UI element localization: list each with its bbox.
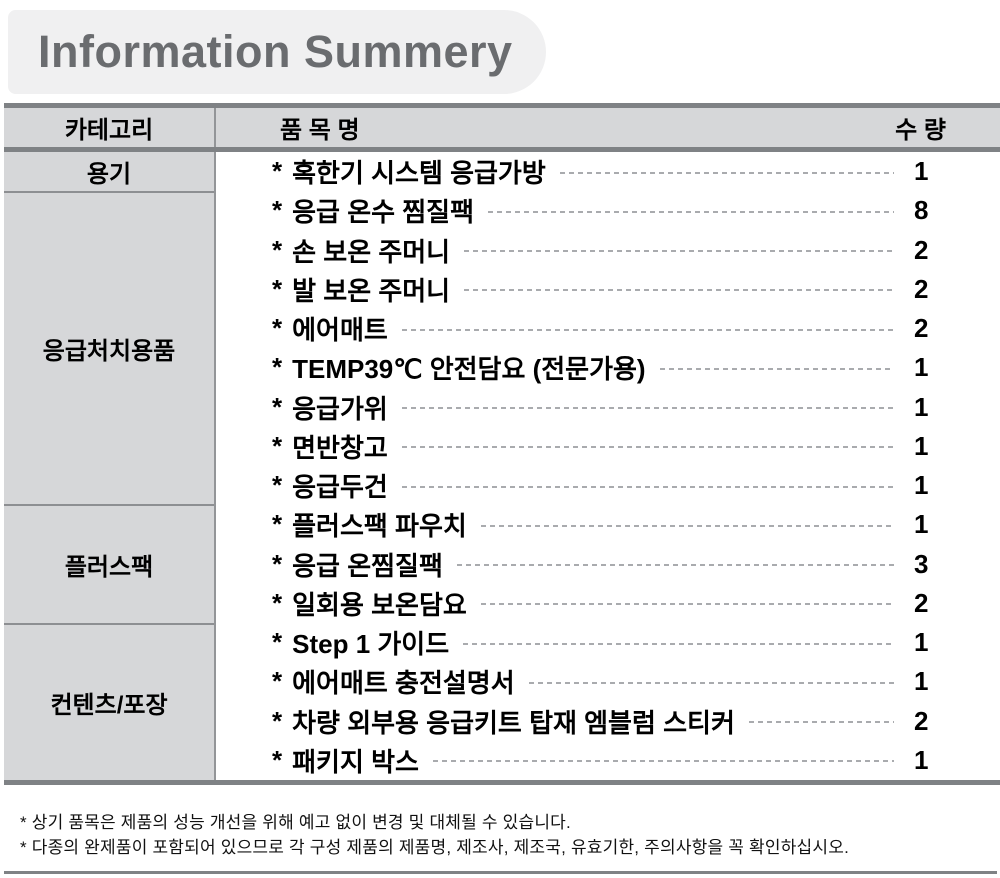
header-item-name: 품 목 명	[280, 117, 360, 144]
dotted-leader	[464, 250, 894, 253]
table-row: * 차량 외부용 응급키트 탑재 엠블럼 스티커 2	[216, 702, 1000, 741]
item-bullet: *	[272, 470, 283, 501]
dotted-leader	[659, 367, 894, 370]
item-bullet: *	[272, 627, 283, 658]
dotted-leader	[528, 681, 894, 684]
category-cell: 컨텐츠/포장	[4, 622, 214, 780]
item-qty: 2	[914, 313, 929, 344]
footnote-line: * 다종의 완제품이 포함되어 있으므로 각 구성 제품의 제품명, 제조사, …	[20, 838, 849, 857]
item-bullet: *	[272, 391, 283, 422]
item-bullet: *	[272, 273, 283, 304]
dotted-leader	[559, 171, 894, 174]
table-row: * TEMP39℃ 안전담요 (전문가용) 1	[216, 348, 1000, 387]
item-name: 차량 외부용 응급키트 탑재 엠블럼 스티커	[292, 707, 735, 738]
item-qty: 1	[914, 430, 929, 461]
item-qty: 2	[914, 705, 929, 736]
item-bullet: *	[272, 430, 283, 461]
table-row: * 혹한기 시스템 응급가방 1	[216, 152, 1000, 191]
item-bullet: *	[272, 587, 283, 618]
item-name: 혹한기 시스템 응급가방	[292, 158, 546, 189]
table-row: * 면반창고 1	[216, 427, 1000, 466]
header-quantity: 수 량	[895, 117, 946, 144]
item-name: 손 보온 주머니	[292, 236, 451, 267]
dotted-leader	[401, 485, 894, 488]
item-bullet: *	[272, 666, 283, 697]
table-row: * 일회용 보온담요 2	[216, 584, 1000, 623]
table-row: * Step 1 가이드 1	[216, 623, 1000, 662]
dotted-leader	[463, 642, 894, 645]
item-qty: 8	[914, 195, 929, 226]
table-row: * 플러스팩 파우치 1	[216, 505, 1000, 544]
item-qty: 1	[914, 509, 929, 540]
item-name: 발 보온 주머니	[292, 275, 451, 306]
item-name: 응급 온수 찜질팩	[292, 197, 475, 228]
item-bullet: *	[272, 744, 283, 775]
item-qty: 1	[914, 352, 929, 383]
item-qty: 1	[914, 744, 929, 775]
dotted-leader	[748, 721, 894, 724]
item-bullet: *	[272, 195, 283, 226]
item-name: 플러스팩 파우치	[292, 511, 467, 542]
item-name: TEMP39℃ 안전담요 (전문가용)	[292, 354, 646, 385]
item-qty: 1	[914, 391, 929, 422]
dotted-leader	[480, 524, 894, 527]
item-qty: 1	[914, 156, 929, 187]
header-category: 카테고리	[4, 108, 216, 147]
item-qty: 2	[914, 587, 929, 618]
table-row: * 응급 온수 찜질팩 8	[216, 191, 1000, 230]
item-qty: 1	[914, 627, 929, 658]
page-title-banner: Information Summery	[8, 10, 546, 94]
item-qty: 2	[914, 234, 929, 265]
table-header-row: 카테고리 품 목 명 수 량	[4, 108, 1000, 152]
footnotes: * 상기 품목은 제품의 성능 개선을 위해 예고 없이 변경 및 대체될 수 …	[4, 798, 997, 874]
dotted-leader	[401, 407, 894, 410]
item-bullet: *	[272, 705, 283, 736]
dotted-leader	[464, 289, 894, 292]
page-title: Information Summery	[38, 26, 513, 77]
dotted-leader	[456, 564, 894, 567]
dotted-leader	[480, 603, 894, 606]
table-row: * 응급가위 1	[216, 388, 1000, 427]
item-name: 에어매트 충전설명서	[292, 668, 515, 699]
table-row: * 손 보온 주머니 2	[216, 231, 1000, 270]
dotted-leader	[488, 210, 894, 213]
item-name: 면반창고	[292, 432, 388, 463]
table-row: * 응급두건 1	[216, 466, 1000, 505]
item-qty: 1	[914, 666, 929, 697]
table-row: * 에어매트 충전설명서 1	[216, 662, 1000, 701]
item-qty: 3	[914, 548, 929, 579]
category-cell: 플러스팩	[4, 503, 214, 623]
item-qty: 1	[914, 470, 929, 501]
item-bullet: *	[272, 313, 283, 344]
header-items: 품 목 명 수 량	[216, 108, 1000, 147]
category-cell: 응급처치용품	[4, 190, 214, 504]
dotted-leader	[401, 328, 894, 331]
table-row: * 응급 온찜질팩 3	[216, 545, 1000, 584]
item-bullet: *	[272, 548, 283, 579]
item-bullet: *	[272, 352, 283, 383]
table-row: * 발 보온 주머니 2	[216, 270, 1000, 309]
item-name: Step 1 가이드	[292, 629, 450, 660]
item-qty: 2	[914, 273, 929, 304]
dotted-leader	[401, 446, 894, 449]
dotted-leader	[432, 760, 894, 763]
item-name: 패키지 박스	[292, 746, 419, 777]
table-body: 용기 응급처치용품 플러스팩 컨텐츠/포장 * 혹한기 시스템 응급가방 1 * 응급 온수 …	[4, 152, 1000, 785]
item-bullet: *	[272, 234, 283, 265]
category-column: 용기 응급처치용품 플러스팩 컨텐츠/포장	[4, 152, 216, 780]
table-row: * 패키지 박스 1	[216, 741, 1000, 780]
table-row: * 에어매트 2	[216, 309, 1000, 348]
summary-table: 카테고리 품 목 명 수 량 용기 응급처치용품 플러스팩 컨텐츠/포장 * 혹한기 시…	[4, 103, 1000, 785]
item-rows: * 혹한기 시스템 응급가방 1 * 응급 온수 찜질팩 8 * 손 보온 주머니 2 * 발 보온…	[216, 152, 1000, 780]
item-bullet: *	[272, 509, 283, 540]
category-cell: 용기	[4, 152, 214, 191]
footnote-line: * 상기 품목은 제품의 성능 개선을 위해 예고 없이 변경 및 대체될 수 …	[20, 813, 571, 832]
item-name: 응급가위	[292, 393, 388, 424]
item-name: 에어매트	[292, 315, 388, 346]
item-name: 응급두건	[292, 472, 388, 503]
item-name: 응급 온찜질팩	[292, 550, 443, 581]
item-bullet: *	[272, 156, 283, 187]
item-name: 일회용 보온담요	[292, 589, 467, 620]
